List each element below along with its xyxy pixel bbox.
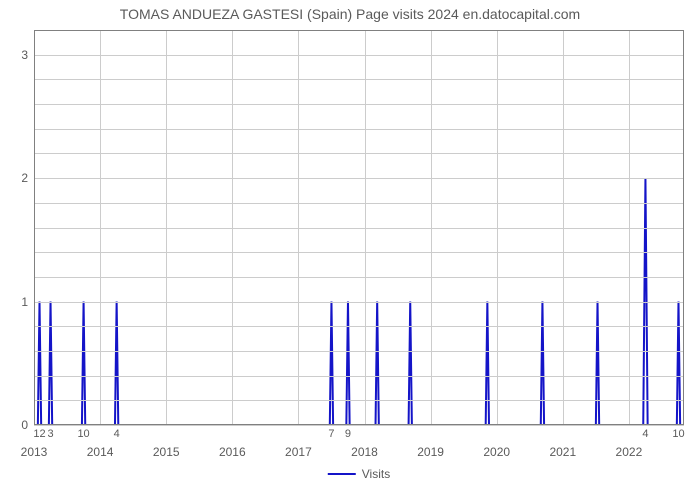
gridline-h xyxy=(34,129,684,130)
gridline-v xyxy=(431,30,432,425)
x-peak-label: 4 xyxy=(114,428,120,440)
x-tick-label: 2022 xyxy=(616,445,643,459)
gridline-v xyxy=(100,30,101,425)
gridline-h xyxy=(34,55,684,56)
x-tick-label: 2019 xyxy=(417,445,444,459)
x-peak-label: 4 xyxy=(642,428,648,440)
x-peak-label: 10 xyxy=(672,428,684,440)
gridline-h xyxy=(34,178,684,179)
gridline-h xyxy=(34,104,684,105)
plot-border xyxy=(34,30,35,425)
x-tick-label: 2013 xyxy=(21,445,48,459)
gridline-h xyxy=(34,326,684,327)
gridline-v xyxy=(365,30,366,425)
y-tick-label: 1 xyxy=(21,295,28,309)
x-peak-label: 3 xyxy=(47,428,53,440)
plot-area: Visits 012320132014201520162017201820192… xyxy=(34,30,684,425)
plot-border xyxy=(34,30,684,31)
y-tick-label: 0 xyxy=(21,418,28,432)
gridline-h xyxy=(34,252,684,253)
gridline-h xyxy=(34,400,684,401)
x-peak-label: 12 xyxy=(33,428,45,440)
gridline-h xyxy=(34,277,684,278)
legend: Visits xyxy=(328,467,390,481)
chart-title: TOMAS ANDUEZA GASTESI (Spain) Page visit… xyxy=(0,6,700,22)
x-peak-label: 9 xyxy=(345,428,351,440)
x-tick-label: 2015 xyxy=(153,445,180,459)
plot-border xyxy=(34,424,684,425)
gridline-v xyxy=(629,30,630,425)
gridline-h xyxy=(34,425,684,426)
gridline-h xyxy=(34,203,684,204)
x-tick-label: 2016 xyxy=(219,445,246,459)
gridline-h xyxy=(34,228,684,229)
plot-border xyxy=(683,30,684,425)
legend-swatch xyxy=(328,473,356,475)
x-tick-label: 2018 xyxy=(351,445,378,459)
x-tick-label: 2017 xyxy=(285,445,312,459)
gridline-v xyxy=(166,30,167,425)
gridline-v xyxy=(298,30,299,425)
x-tick-label: 2021 xyxy=(549,445,576,459)
y-tick-label: 2 xyxy=(21,171,28,185)
y-tick-label: 3 xyxy=(21,48,28,62)
gridline-v xyxy=(497,30,498,425)
x-peak-label: 10 xyxy=(77,428,89,440)
gridline-h xyxy=(34,79,684,80)
gridline-h xyxy=(34,153,684,154)
gridline-v xyxy=(232,30,233,425)
x-peak-label: 7 xyxy=(328,428,334,440)
x-tick-label: 2020 xyxy=(483,445,510,459)
x-tick-label: 2014 xyxy=(87,445,114,459)
gridline-h xyxy=(34,376,684,377)
gridline-v xyxy=(563,30,564,425)
legend-label: Visits xyxy=(362,467,390,481)
gridline-h xyxy=(34,351,684,352)
gridline-h xyxy=(34,302,684,303)
